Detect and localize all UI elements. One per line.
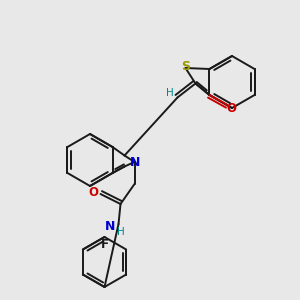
Text: H: H bbox=[166, 88, 173, 98]
Text: O: O bbox=[88, 187, 98, 200]
Text: N: N bbox=[130, 155, 141, 169]
Text: F: F bbox=[100, 238, 109, 250]
Text: N: N bbox=[105, 220, 116, 232]
Text: H: H bbox=[117, 227, 124, 237]
Text: S: S bbox=[181, 61, 190, 74]
Text: O: O bbox=[226, 103, 236, 116]
